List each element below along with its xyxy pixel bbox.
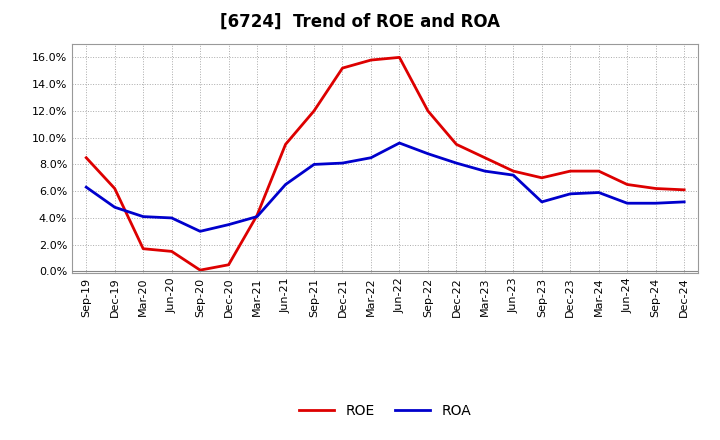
ROA (680, 199, 688, 205)
ROA (566, 191, 575, 197)
ROE (395, 55, 404, 60)
ROA (310, 162, 318, 167)
ROA (480, 169, 489, 174)
ROE (366, 57, 375, 62)
ROA (595, 190, 603, 195)
Line: ROA: ROA (86, 143, 684, 231)
ROE (167, 249, 176, 254)
ROA (167, 215, 176, 220)
ROA (139, 214, 148, 219)
Legend: ROE, ROA: ROE, ROA (294, 399, 477, 424)
ROE (566, 169, 575, 174)
ROE (623, 182, 631, 187)
ROA (338, 161, 347, 166)
ROE (537, 175, 546, 180)
ROE (509, 169, 518, 174)
ROE (338, 66, 347, 71)
ROA (82, 184, 91, 190)
ROA (110, 205, 119, 210)
ROE (225, 262, 233, 268)
ROE (82, 155, 91, 160)
ROA (196, 229, 204, 234)
ROA (253, 214, 261, 219)
ROE (452, 142, 461, 147)
ROE (652, 186, 660, 191)
ROA (423, 151, 432, 156)
ROE (480, 155, 489, 160)
ROA (282, 182, 290, 187)
Line: ROE: ROE (86, 57, 684, 270)
ROE (139, 246, 148, 251)
ROA (225, 222, 233, 227)
ROE (110, 186, 119, 191)
ROE (282, 142, 290, 147)
ROA (395, 140, 404, 146)
ROA (366, 155, 375, 160)
ROA (452, 161, 461, 166)
ROA (537, 199, 546, 205)
ROA (623, 201, 631, 206)
ROE (595, 169, 603, 174)
ROE (310, 108, 318, 114)
Text: [6724]  Trend of ROE and ROA: [6724] Trend of ROE and ROA (220, 13, 500, 31)
ROE (253, 213, 261, 218)
ROE (196, 268, 204, 273)
ROE (423, 108, 432, 114)
ROA (652, 201, 660, 206)
ROA (509, 172, 518, 178)
ROE (680, 187, 688, 192)
